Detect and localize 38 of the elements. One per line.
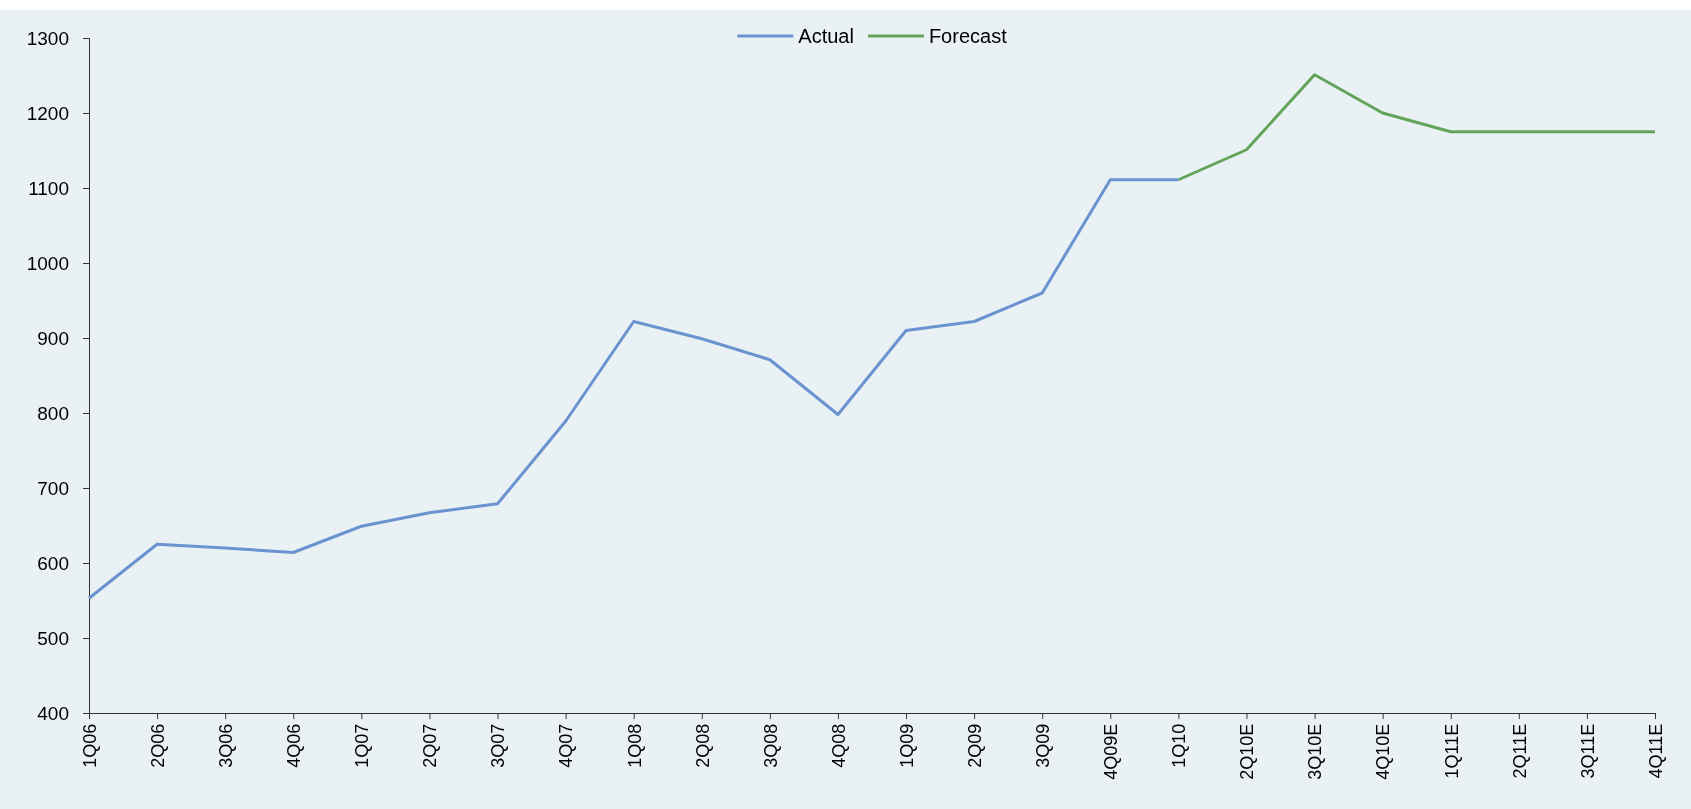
legend-label: Forecast	[928, 25, 1008, 47]
x-tick-label: 4Q10E	[1373, 723, 1394, 780]
x-tick-label: 2Q11E	[1509, 723, 1530, 779]
legend-label: Actual	[798, 25, 854, 47]
y-tick-label: 400	[37, 702, 69, 724]
x-tick-label: 2Q06	[147, 723, 168, 768]
line-series	[87, 178, 1180, 600]
y-tick-label: 900	[37, 327, 69, 349]
y-tick-label: 1200	[26, 102, 69, 124]
x-tick-label: 2Q07	[420, 723, 441, 768]
x-tick-label: 4Q08	[828, 723, 849, 768]
y-tick-label: 800	[37, 402, 69, 424]
x-tick-label: 1Q07	[352, 723, 373, 768]
y-tick-label: 1300	[26, 27, 69, 49]
x-tick-label: 3Q08	[760, 723, 781, 768]
y-tick-label: 600	[37, 552, 69, 574]
x-tick-label: 2Q08	[692, 723, 713, 768]
x-tick-label: 4Q09E	[1101, 723, 1122, 780]
x-tick-label: 1Q08	[624, 723, 645, 768]
x-tick-label: 3Q07	[488, 723, 509, 768]
y-tick-label: 1000	[26, 252, 69, 274]
line-series	[1176, 73, 1657, 182]
x-tick-label: 1Q06	[79, 723, 100, 768]
x-tick-label: 4Q06	[284, 723, 305, 768]
x-tick-label: 3Q06	[215, 723, 236, 768]
x-tick-label: 1Q09	[896, 723, 917, 768]
x-tick-label: 2Q10E	[1237, 723, 1258, 780]
x-tick-label: 1Q10	[1169, 723, 1190, 768]
x-tick-label: 3Q09	[1033, 723, 1054, 768]
x-tick-label: 3Q11E	[1577, 723, 1598, 779]
y-tick-label: 500	[37, 627, 69, 649]
x-tick-label: 4Q07	[556, 723, 577, 768]
x-tick-label: 4Q11E	[1645, 723, 1666, 779]
x-tick-label: 2Q09	[964, 723, 985, 768]
y-tick-label: 1100	[28, 177, 69, 199]
y-tick-label: 700	[37, 477, 69, 499]
x-tick-label: 1Q11E	[1441, 723, 1462, 779]
x-tick-label: 3Q10E	[1305, 723, 1326, 780]
